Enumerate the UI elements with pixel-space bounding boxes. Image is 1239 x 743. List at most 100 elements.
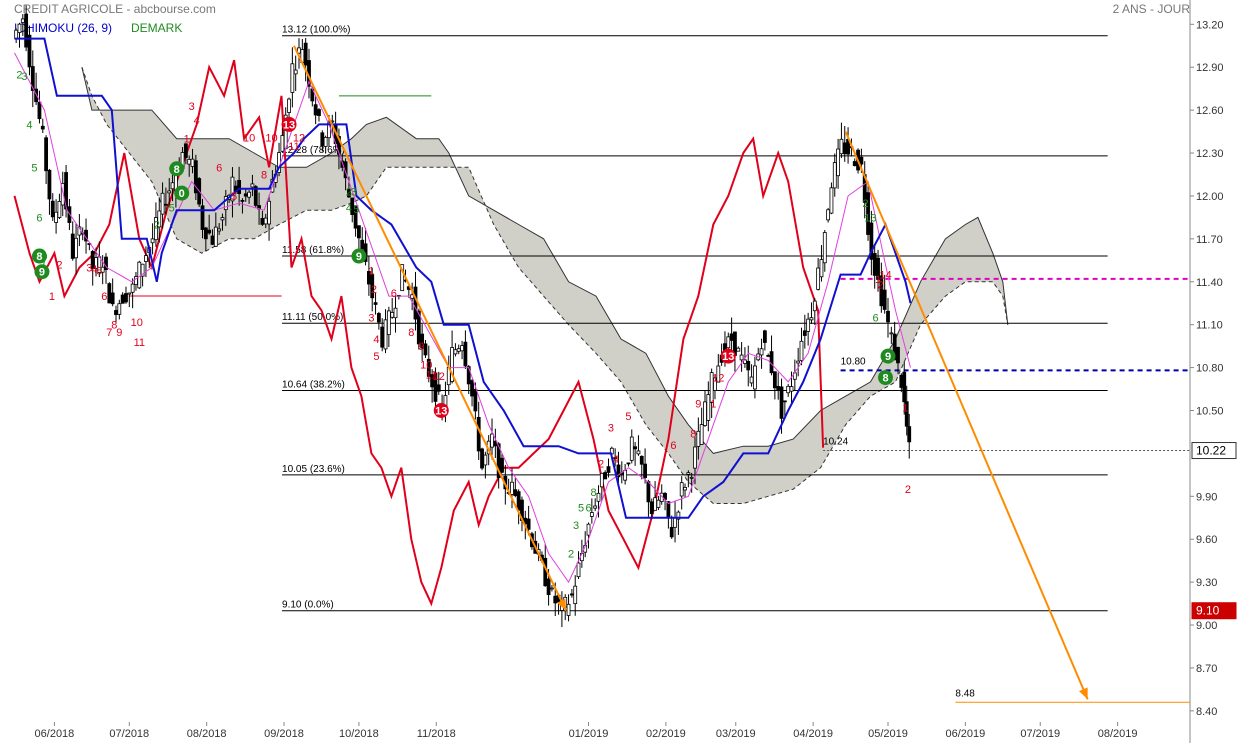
candle-body	[383, 319, 388, 350]
candle-body	[373, 302, 378, 305]
candle-body	[882, 289, 887, 310]
demark-circle	[351, 248, 367, 264]
candle-body	[357, 225, 361, 239]
demark-count: 11	[426, 370, 437, 382]
fib-level-label: 12.28 (78.6%)	[282, 145, 345, 156]
y-tick-label: 12.30	[1196, 148, 1224, 160]
y-tick-label: 9.90	[1196, 491, 1217, 503]
level-annotation: 10.80	[841, 357, 866, 368]
y-tick-label: 12.00	[1196, 191, 1224, 203]
candle-body	[736, 347, 741, 352]
demark-count: 3	[351, 187, 357, 199]
demark-circle-label: 0	[179, 188, 185, 200]
red-indicator-line	[13, 59, 825, 607]
candle-body	[360, 239, 365, 250]
demark-count: 1	[875, 274, 881, 286]
candle-body	[596, 492, 601, 502]
candle-body	[193, 160, 198, 194]
x-tick-label: 10/2018	[339, 728, 379, 740]
candle-body	[842, 142, 847, 155]
x-tick-label: 11/2018	[417, 728, 456, 740]
target-price-box	[1191, 602, 1237, 620]
demark-circle	[281, 116, 297, 132]
candle-body	[869, 222, 874, 260]
candle-body	[676, 511, 681, 520]
candle-body	[759, 348, 764, 356]
candle-body	[729, 333, 734, 341]
candle-body	[669, 526, 674, 538]
candle-body	[543, 557, 548, 587]
candle-body	[599, 472, 604, 488]
candle-body	[902, 371, 907, 403]
demark-circle-label: 9	[885, 351, 891, 363]
candle-body	[689, 476, 694, 479]
demark-count: 6	[101, 291, 107, 303]
demark-count: 8	[261, 169, 267, 181]
candle-body	[513, 489, 518, 496]
demark-count: 4	[26, 119, 32, 131]
candle-body	[603, 472, 608, 480]
candle-body	[243, 193, 248, 197]
candle-body	[802, 330, 807, 336]
fib-level-label: 11.58 (61.8%)	[282, 245, 344, 256]
demark-count: 2	[905, 484, 911, 496]
candle-body	[64, 172, 68, 210]
candle-body	[37, 101, 42, 120]
candle-body	[706, 394, 711, 421]
candle-body	[839, 138, 844, 155]
demark-circle	[433, 402, 449, 418]
demark-count: 6	[670, 440, 676, 452]
candle-body	[343, 161, 348, 179]
demark-count: 8	[690, 428, 696, 440]
fib-level-label: 11.11 (50.0%)	[282, 312, 343, 323]
candle-body	[190, 158, 195, 167]
candle-body	[886, 310, 890, 323]
demark-count: 9	[695, 398, 701, 410]
candle-body	[686, 472, 691, 475]
candle-body	[164, 203, 168, 206]
demark-count: 8	[590, 487, 596, 499]
x-tick-label: 07/2018	[109, 728, 149, 740]
candle-body	[137, 261, 142, 289]
candle-body	[74, 237, 78, 259]
candle-body	[703, 401, 707, 426]
candle-body	[526, 518, 531, 530]
demark-count: 9	[116, 327, 122, 339]
candle-body	[553, 595, 558, 604]
candle-body	[313, 104, 318, 116]
candle-body	[593, 505, 598, 509]
demark-count: 12	[433, 371, 445, 383]
candle-body	[739, 354, 744, 361]
candle-body	[240, 200, 245, 202]
candle-body	[907, 426, 912, 443]
candle-body	[510, 481, 514, 495]
demark-circle-label: 8	[36, 251, 42, 263]
candle-body	[187, 159, 192, 165]
candle-body	[613, 457, 618, 460]
candle-body	[826, 209, 831, 221]
ichimoku-cloud	[81, 67, 1008, 504]
candle-body	[34, 88, 39, 103]
candle-body	[157, 210, 162, 228]
candle-body	[400, 264, 405, 292]
demark-count: 5	[31, 162, 37, 174]
chart-title: CREDIT AGRICOLE - abcbourse.com	[14, 2, 216, 16]
y-tick-label: 13.20	[1196, 19, 1224, 31]
candle-body	[666, 501, 671, 519]
candle-body	[636, 450, 641, 455]
trend-line	[293, 45, 567, 612]
candle-body	[127, 292, 132, 295]
demark-circle-label: 13	[722, 351, 734, 363]
candle-body	[832, 162, 837, 189]
candle-body	[393, 307, 398, 319]
demark-count: 12	[293, 132, 305, 144]
y-tick-label: 8.40	[1196, 706, 1217, 718]
demark-circle-label: 9	[356, 251, 362, 263]
candle-body	[160, 192, 165, 215]
demark-count: 4	[373, 334, 379, 346]
x-tick-label: 07/2019	[1020, 728, 1060, 740]
candle-body	[253, 186, 258, 206]
candle-body	[317, 109, 321, 116]
candle-body	[819, 259, 824, 278]
demark-circle	[880, 348, 896, 364]
